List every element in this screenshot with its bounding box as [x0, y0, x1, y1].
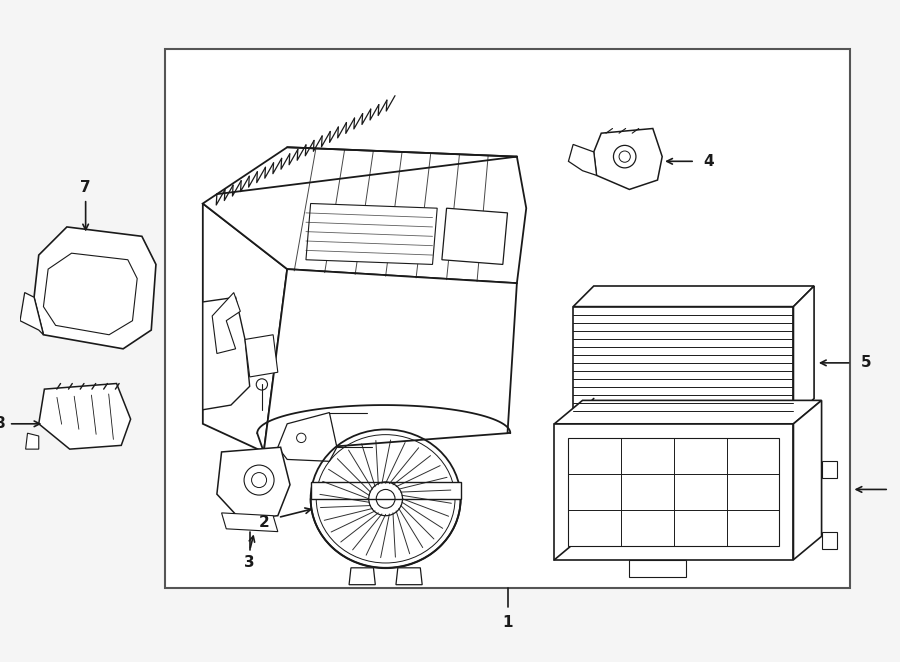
- Polygon shape: [202, 147, 526, 283]
- Polygon shape: [202, 297, 249, 410]
- Text: 3: 3: [245, 555, 255, 570]
- Polygon shape: [822, 461, 837, 478]
- Polygon shape: [245, 335, 278, 377]
- Polygon shape: [39, 383, 130, 449]
- Polygon shape: [25, 433, 39, 449]
- Polygon shape: [310, 482, 461, 498]
- Text: 8: 8: [0, 416, 4, 432]
- Polygon shape: [554, 401, 822, 424]
- Polygon shape: [569, 438, 779, 545]
- Polygon shape: [217, 448, 290, 520]
- Polygon shape: [794, 401, 822, 560]
- Text: 6: 6: [899, 482, 900, 497]
- Polygon shape: [573, 286, 814, 307]
- Polygon shape: [264, 269, 517, 452]
- Polygon shape: [306, 203, 437, 264]
- Polygon shape: [43, 253, 137, 335]
- Polygon shape: [569, 144, 597, 175]
- Text: 5: 5: [861, 355, 872, 370]
- Polygon shape: [34, 227, 156, 349]
- Polygon shape: [554, 424, 794, 560]
- Text: 1: 1: [502, 615, 513, 630]
- Polygon shape: [794, 286, 814, 419]
- Polygon shape: [629, 560, 686, 577]
- Polygon shape: [202, 203, 287, 452]
- Polygon shape: [221, 513, 278, 532]
- Text: 4: 4: [704, 154, 715, 169]
- Polygon shape: [442, 208, 508, 264]
- Polygon shape: [20, 293, 43, 335]
- Polygon shape: [396, 568, 422, 585]
- Polygon shape: [349, 568, 375, 585]
- Polygon shape: [822, 532, 837, 549]
- Text: 7: 7: [80, 180, 91, 195]
- Polygon shape: [278, 412, 337, 461]
- Polygon shape: [594, 128, 662, 189]
- Bar: [166, 49, 850, 588]
- Polygon shape: [212, 293, 240, 354]
- Polygon shape: [573, 307, 794, 419]
- Text: 2: 2: [258, 515, 269, 530]
